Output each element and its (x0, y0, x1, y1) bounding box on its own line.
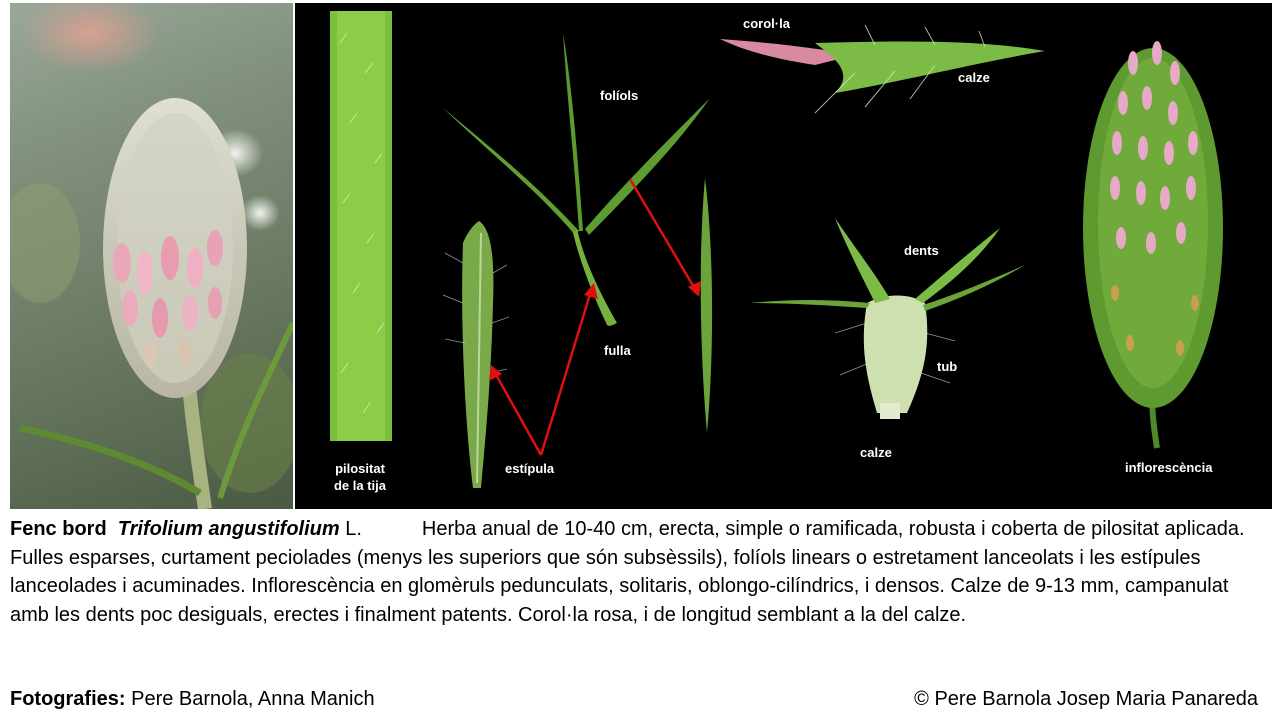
label-stipule: estípula (505, 461, 555, 476)
calyx-specimen (750, 218, 1025, 419)
label-calyx-top: calze (958, 70, 990, 85)
leaflet-specimen (700, 178, 713, 433)
description-text: Herba anual de 10-40 cm, erecta, simple … (10, 518, 1245, 626)
scientific-name: Trifolium angustifolium (117, 518, 340, 540)
leaf-specimen (443, 33, 710, 326)
specimen-illustration (330, 11, 1223, 488)
species-description: Fenc bord Trifolium angustifolium L. Herb… (10, 515, 1272, 629)
annotation-arrows (489, 178, 701, 456)
label-stem-hairiness-line1: pilositat (335, 461, 385, 476)
label-calyx-bottom: calze (860, 445, 892, 460)
label-stem-hairiness: pilositat de la tija (325, 460, 395, 494)
label-teeth: dents (904, 243, 939, 258)
label-leaflets: folíols (600, 88, 639, 103)
field-photo-illustration (10, 3, 293, 509)
inflorescence-specimen (1083, 41, 1223, 449)
specimen-plate: pilositat de la tija estípula folíols fu… (295, 3, 1272, 509)
photos-names: Pere Barnola, Anna Manich (131, 688, 375, 710)
label-corolla: corol·la (743, 16, 790, 31)
stem-segment (330, 11, 392, 441)
photos-label: Fotografies: (10, 688, 126, 710)
stipule-specimen (442, 221, 510, 488)
author-abbrev: L. (345, 518, 362, 540)
flower-specimen (720, 24, 1045, 114)
field-photo (10, 3, 293, 509)
label-tube: tub (937, 359, 958, 374)
label-leaf: fulla (604, 343, 631, 358)
label-stem-hairiness-line2: de la tija (333, 478, 387, 493)
common-name: Fenc bord (10, 518, 107, 540)
photo-credits: Fotografies: Pere Barnola, Anna Manich (10, 688, 375, 711)
label-inflorescence: inflorescència (1125, 460, 1213, 475)
copyright-notice: © Pere Barnola Josep Maria Panareda (914, 688, 1258, 710)
